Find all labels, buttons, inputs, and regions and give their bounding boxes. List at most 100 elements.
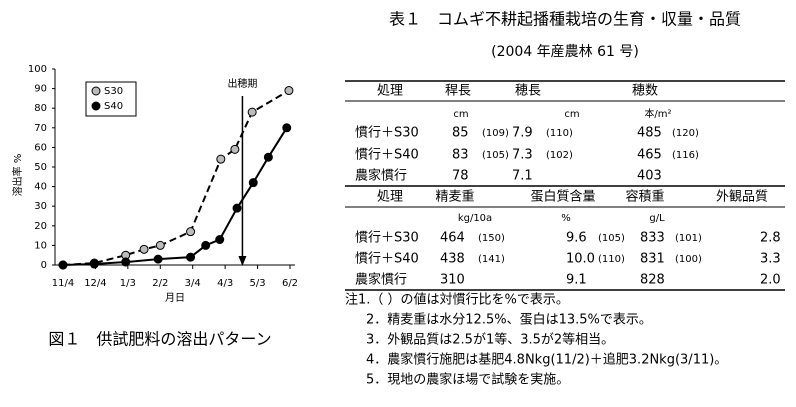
value-cell: 403	[637, 169, 662, 184]
data-point	[153, 254, 163, 264]
data-point	[89, 259, 99, 269]
data-point	[201, 240, 211, 250]
ratio-cell: (100)	[675, 254, 702, 265]
legend-marker	[91, 86, 101, 96]
value-cell: 464	[440, 231, 465, 246]
y-tick-label: 0	[41, 260, 47, 271]
data-point	[186, 252, 196, 262]
data-point	[58, 260, 68, 270]
table-header: 処理	[377, 190, 403, 205]
value-cell: 83	[452, 148, 469, 163]
x-tick-label: 12/4	[84, 278, 106, 289]
table-unit: cm	[564, 109, 579, 120]
value-cell: 485	[637, 126, 662, 141]
row-label: 慣行＋S30	[355, 230, 419, 246]
value-cell: 78	[452, 169, 469, 184]
x-tick-label: 5/3	[250, 278, 266, 289]
legend-label: S30	[104, 86, 123, 97]
table-header: 精麦重	[435, 189, 474, 205]
x-axis-label: 月日	[165, 292, 185, 304]
ratio-cell: (110)	[598, 254, 625, 265]
table-header: 稈長	[445, 84, 471, 99]
figure-caption: 図１ 供試肥料の溶出パターン	[48, 330, 271, 349]
y-tick-label: 70	[34, 123, 47, 134]
legend-label: S40	[104, 101, 123, 112]
series-line	[62, 127, 288, 266]
value-cell: 7.1	[512, 169, 533, 184]
value-cell: 465	[637, 148, 662, 163]
data-point	[263, 152, 273, 162]
value-cell: 9.6	[566, 231, 587, 246]
table-unit: 本/m²	[644, 107, 671, 120]
table-subtitle: (2004 年産農林 61 号)	[491, 44, 639, 60]
data-point	[155, 240, 165, 250]
table-unit: kg/10a	[458, 213, 492, 224]
table-header: 穂数	[632, 84, 658, 99]
series-line	[62, 89, 290, 266]
value-cell: 7.3	[512, 148, 533, 163]
table-rules	[345, 80, 785, 291]
table-unit: g/L	[649, 213, 665, 224]
ratio-cell: (120)	[672, 128, 699, 139]
note: 2．精麦重は水分12.5%、蛋白は13.5%で表示。	[366, 312, 652, 328]
y-tick-label: 30	[34, 201, 47, 212]
row-label: 慣行＋S30	[355, 125, 419, 141]
row-label: 慣行＋S40	[355, 147, 419, 163]
value-cell: 10.0	[566, 252, 595, 267]
data-point	[232, 203, 242, 213]
y-tick-label: 80	[34, 103, 47, 114]
data-point	[216, 154, 226, 164]
note: 注1.（ ）の値は対慣行比を%で表示。	[345, 292, 569, 308]
table-title: 表１ コムギ不耕起播種栽培の生育・収量・品質	[389, 10, 741, 29]
ratio-cell: (101)	[675, 233, 702, 244]
note: 4．農家慣行施肥は基肥4.8Nkg(11/2)＋追肥3.2Nkg(3/11)。	[366, 352, 727, 368]
value-cell: 9.1	[566, 273, 587, 288]
table-unit: %	[561, 213, 571, 224]
y-axis-label: 溶出率 %	[11, 154, 24, 197]
x-tick-label: 3/4	[185, 278, 201, 289]
data-point	[282, 123, 292, 133]
table-unit: cm	[453, 109, 468, 120]
y-tick-label: 100	[28, 64, 47, 75]
ratio-cell: (105)	[598, 233, 625, 244]
row-label: 農家慣行	[355, 168, 407, 184]
ratio-cell: (109)	[482, 128, 509, 139]
x-tick-label: 11/4	[52, 278, 74, 289]
value-cell: 438	[440, 252, 465, 267]
table-header: 処理	[377, 84, 403, 99]
y-tick-label: 60	[34, 142, 47, 153]
value-cell: 310	[440, 273, 465, 288]
value-cell: 831	[640, 252, 665, 267]
data-point	[121, 257, 131, 267]
x-tick-label: 6/2	[282, 278, 298, 289]
table-header: 外観品質	[716, 190, 768, 205]
data-point	[215, 235, 225, 245]
value-cell: 833	[640, 231, 665, 246]
ratio-cell: (116)	[672, 150, 699, 161]
ratio-cell: (150)	[478, 233, 505, 244]
legend-marker	[91, 101, 101, 111]
value-cell: 828	[640, 273, 665, 288]
x-tick-label: 2/2	[152, 278, 168, 289]
value-cell: 7.9	[512, 126, 533, 141]
y-tick-label: 40	[34, 182, 47, 193]
y-tick-label: 20	[34, 221, 47, 232]
note: 3．外観品質は2.5が1等、3.5が2等相当。	[366, 332, 614, 348]
data-point	[248, 178, 258, 188]
value-cell: 2.0	[760, 273, 781, 288]
x-tick-label: 1/3	[120, 278, 136, 289]
data-point	[284, 86, 294, 96]
note: 5．現地の農家ほ場で試験を実施。	[366, 372, 569, 388]
y-tick-label: 50	[34, 162, 47, 173]
row-label: 農家慣行	[355, 272, 407, 288]
data-point	[139, 244, 149, 254]
table-header: 容積重	[625, 189, 664, 205]
row-label: 慣行＋S40	[355, 251, 419, 267]
ratio-cell: (102)	[546, 150, 573, 161]
data-point	[186, 227, 196, 237]
table-header: 蛋白質含量	[530, 189, 595, 205]
y-tick-label: 90	[34, 84, 47, 95]
ratio-cell: (141)	[478, 254, 505, 265]
